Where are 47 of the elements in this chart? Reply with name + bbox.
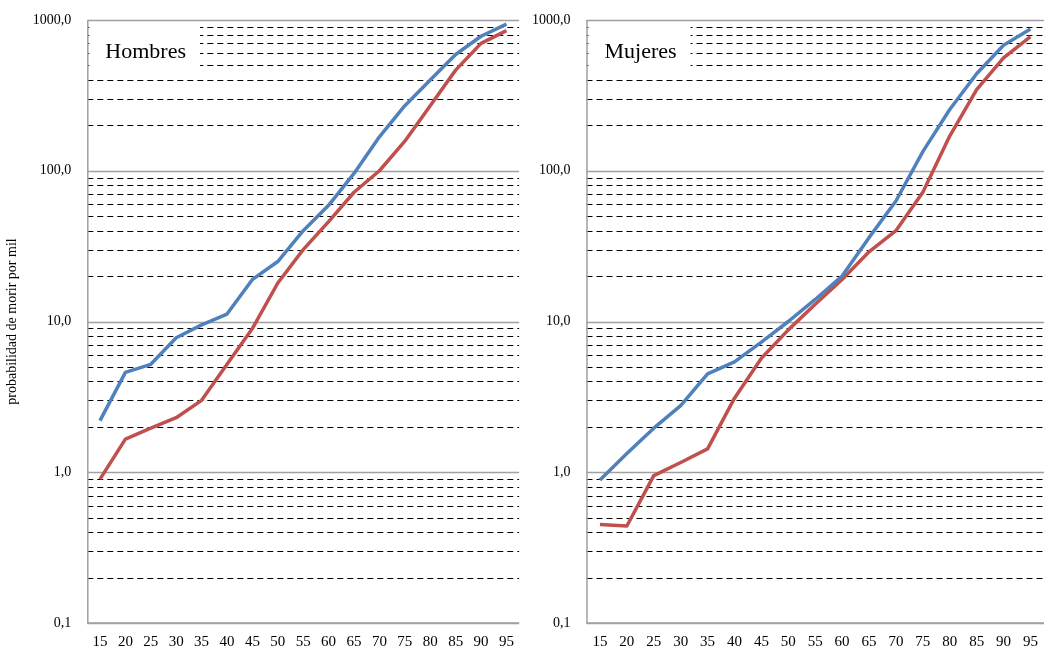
x-tick-label: 45 [244,632,260,649]
x-tick-label: 70 [371,632,387,649]
x-tick-label: 75 [397,632,413,649]
x-tick-label: 30 [168,632,184,649]
y-tick-label: 10,0 [46,313,72,329]
text: Mujeres [604,37,677,63]
x-tick-label: 95 [1022,632,1038,649]
x-tick-label: 55 [295,632,311,649]
y-tick-label: 10,0 [546,313,571,329]
x-tick-label: 90 [473,632,489,649]
x-tick-label: 15 [592,632,608,649]
x-tick-label: 90 [996,632,1012,649]
x-tick-label: 95 [498,632,514,649]
x-tick-label: 40 [219,632,235,649]
x-tick-label: 35 [700,632,716,649]
x-tick-label: 85 [448,632,464,649]
x-tick-label: 65 [861,632,877,649]
x-tick-label: 70 [888,632,904,649]
x-tick-label: 50 [780,632,796,649]
text: Hombres [105,37,186,63]
y-tick-label: 1,0 [53,463,72,479]
x-tick-label: 55 [807,632,823,649]
x-tick-label: 25 [646,632,662,649]
y-tick-label: 1000,0 [532,11,571,27]
x-tick-label: 80 [422,632,438,649]
x-tick-label: 65 [346,632,362,649]
x-tick-label: 30 [673,632,689,649]
x-tick-label: 85 [969,632,985,649]
x-tick-label: 60 [834,632,850,649]
y-tick-label: 1,0 [553,463,571,479]
x-tick-label: 75 [915,632,931,649]
y-tick-label: 100,0 [39,162,72,178]
x-tick-label: 50 [270,632,286,649]
y-tick-label: 0,1 [53,614,72,630]
y-axis-title: probabilidad de morir por mil [4,238,20,405]
x-tick-label: 25 [143,632,159,649]
x-tick-label: 35 [194,632,210,649]
y-tick-label: 1000,0 [32,11,72,27]
x-tick-label: 20 [619,632,635,649]
x-tick-label: 80 [942,632,958,649]
x-tick-label: 40 [726,632,742,649]
y-tick-label: 0,1 [553,614,571,630]
y-tick-label: 100,0 [539,162,571,178]
x-tick-label: 45 [753,632,769,649]
x-tick-label: 20 [117,632,133,649]
x-tick-label: 60 [321,632,337,649]
x-tick-label: 15 [92,632,108,649]
